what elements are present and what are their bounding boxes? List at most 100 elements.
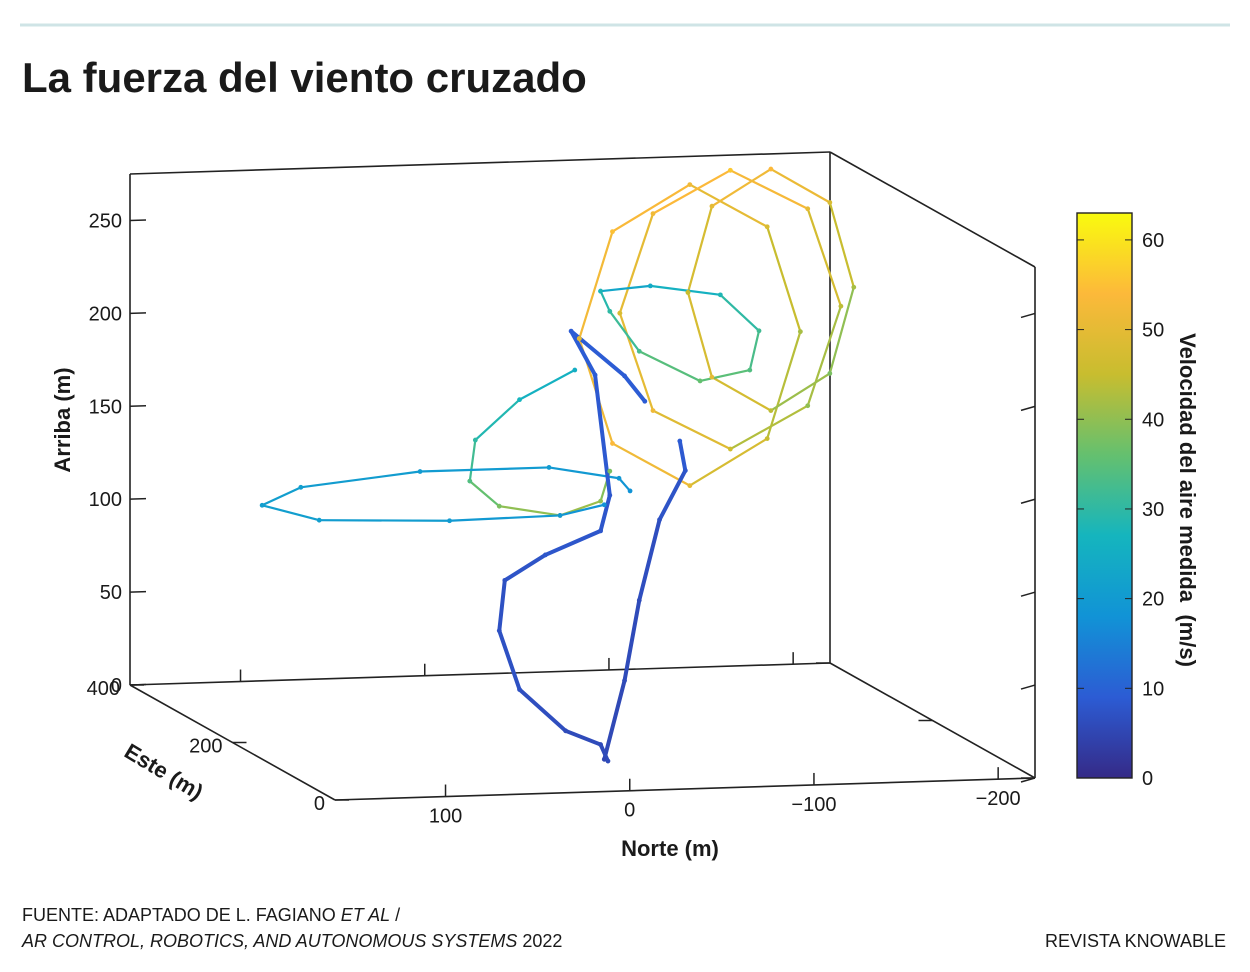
trajectory-segment	[806, 207, 842, 308]
trajectory-segment	[719, 293, 761, 332]
trajectory-segment	[261, 486, 302, 507]
trajectory-segment	[657, 468, 688, 522]
trajectory-segment	[688, 183, 769, 228]
trajectory-segment	[261, 504, 321, 522]
trajectory-point	[259, 502, 265, 508]
trajectory-point	[764, 224, 770, 230]
trajectory-segment	[638, 350, 702, 383]
y-tick-label: 200	[189, 736, 222, 758]
trajectory-point	[677, 438, 683, 444]
colorbar	[1076, 212, 1133, 779]
trajectory-point	[298, 484, 304, 490]
trajectory-point	[517, 687, 522, 692]
z-tick-label: 100	[89, 489, 122, 511]
box-edge	[129, 662, 831, 686]
x-tick-label: −200	[976, 788, 1021, 810]
trajectory-point	[546, 465, 552, 470]
trajectory-segment	[710, 376, 772, 412]
z-axis-label: Arriba (m)	[50, 367, 75, 472]
trajectory-point	[647, 283, 653, 289]
trajectory-segment	[518, 368, 576, 401]
trajectory-segment	[602, 678, 627, 762]
z-tick-label: 250	[89, 210, 122, 232]
y-tick-label: 0	[314, 793, 325, 815]
trajectory-segment	[611, 183, 691, 233]
trajectory-point	[756, 328, 762, 334]
trajectory-point	[607, 492, 613, 498]
trajectory-segment	[468, 480, 501, 508]
trajectory-point	[605, 758, 611, 764]
source-text: /	[390, 905, 400, 925]
trajectory-segment	[766, 225, 802, 333]
trajectory-segment	[698, 369, 751, 383]
trajectory-point	[709, 203, 715, 209]
trajectory-point	[601, 502, 607, 508]
z-tick-label: 150	[89, 396, 122, 418]
trajectory-segment	[497, 628, 522, 692]
trajectory-segment	[729, 169, 809, 210]
z-tick	[1020, 684, 1036, 690]
trajectory-segment	[318, 519, 451, 522]
trajectory-point	[447, 518, 452, 524]
trajectory-point	[472, 437, 478, 443]
trajectory-point	[727, 167, 733, 173]
x-axis-label: Norte (m)	[621, 836, 719, 861]
trajectory-point	[517, 397, 522, 403]
trajectory-segment	[502, 552, 548, 583]
trajectory-point	[768, 408, 774, 414]
trajectory-point	[687, 182, 693, 187]
trajectory-point	[598, 742, 603, 747]
z-tick	[1020, 591, 1036, 597]
trajectory-point	[610, 441, 615, 446]
colorbar-tick-label: 50	[1142, 320, 1164, 342]
colorbar-tick-label: 40	[1142, 409, 1164, 431]
box-edge	[334, 777, 1036, 801]
trajectory-segment	[622, 373, 647, 404]
trajectory-point	[572, 367, 578, 373]
plot-area	[259, 166, 857, 764]
trajectory-segment	[748, 329, 761, 372]
trajectory-point	[838, 303, 844, 309]
trajectory-segment	[299, 470, 422, 489]
box-edge	[129, 151, 831, 175]
trajectory-segment	[828, 286, 855, 375]
trajectory-segment	[558, 503, 606, 517]
trajectory-point	[747, 367, 753, 373]
credit: REVISTA KNOWABLE	[1045, 931, 1226, 951]
trajectory-segment	[468, 438, 477, 483]
z-tick	[129, 219, 147, 222]
trajectory-point	[797, 329, 803, 335]
trajectory-point	[727, 446, 733, 452]
trajectory-point	[542, 552, 548, 558]
trajectory-segment	[710, 167, 772, 208]
x-tick-label: −100	[791, 794, 836, 816]
trajectory-point	[417, 469, 423, 474]
trajectory-point	[576, 336, 582, 341]
source-line: AR CONTROL, ROBOTICS, AND AUTONOMOUS SYS…	[21, 931, 562, 951]
trajectory-point	[827, 371, 833, 376]
trajectory-segment	[618, 212, 655, 315]
trajectory-point	[598, 528, 603, 534]
z-tick	[129, 590, 147, 593]
trajectory-point	[650, 211, 656, 217]
z-tick	[1020, 312, 1036, 319]
trajectory-segment	[418, 466, 551, 473]
x-tick-label: 100	[429, 806, 462, 828]
trajectory-point	[622, 678, 627, 684]
trajectory-point	[598, 288, 603, 294]
trajectory-point	[627, 488, 633, 494]
trajectory-segment	[649, 284, 722, 296]
colorbar-tick-label: 60	[1142, 230, 1164, 252]
trajectory-segment	[769, 167, 831, 204]
x-tick-label: 0	[624, 800, 635, 822]
colorbar-tick-label: 10	[1142, 678, 1164, 700]
trajectory-point	[687, 483, 693, 489]
trajectory-point	[657, 517, 662, 523]
z-tick-label: 50	[100, 582, 122, 604]
z-tick-label: 0	[111, 675, 122, 697]
trajectory-segment	[448, 514, 562, 522]
z-tick-label: 200	[89, 303, 122, 325]
trajectory-segment	[677, 439, 688, 473]
trajectory-segment	[563, 728, 603, 747]
trajectory-point	[568, 328, 574, 334]
